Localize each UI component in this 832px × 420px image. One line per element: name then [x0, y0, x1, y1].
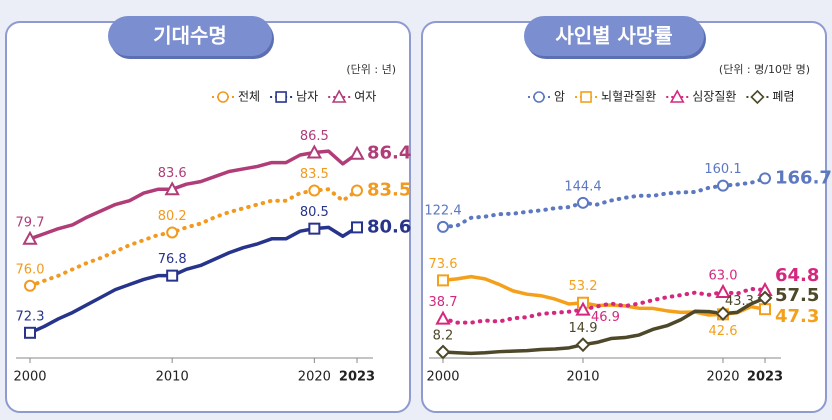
value-label: 122.4	[424, 203, 461, 218]
value-label: 79.7	[16, 215, 45, 230]
legend-marker	[580, 91, 592, 103]
value-label: 80.5	[300, 205, 329, 220]
legend-marker	[669, 89, 685, 103]
value-label: 63.0	[709, 268, 738, 283]
marker	[435, 344, 451, 360]
value-label: 83.5	[300, 167, 329, 182]
marker	[437, 274, 449, 287]
value-label: 144.4	[564, 179, 601, 194]
legend-label: 여자	[354, 90, 376, 104]
marker	[577, 196, 589, 209]
marker	[351, 221, 363, 234]
unit-label: (단위 : 년)	[346, 63, 396, 76]
x-tick-label: 2023	[339, 370, 375, 385]
legend-label: 암	[554, 90, 565, 104]
end-value-label: 47.3	[775, 306, 819, 327]
legend-item: 암	[528, 90, 565, 104]
legend-marker	[217, 91, 229, 103]
value-label: 86.5	[300, 129, 329, 144]
marker	[715, 306, 731, 321]
value-label: 38.7	[429, 295, 458, 310]
legend-label: 폐렴	[772, 90, 794, 104]
x-tick-label: 2010	[156, 370, 189, 385]
marker	[715, 283, 731, 298]
marker	[437, 220, 449, 233]
legend-marker	[275, 91, 287, 103]
marker	[575, 337, 591, 353]
marker	[24, 279, 36, 292]
end-value-label: 83.5	[367, 180, 411, 201]
legend-label: 남자	[296, 90, 318, 104]
x-tick-label: 2010	[566, 370, 599, 385]
marker	[164, 181, 180, 196]
marker	[308, 222, 321, 235]
value-label: 43.3	[725, 294, 754, 309]
legend-item: 여자	[328, 89, 376, 104]
series-line	[28, 225, 359, 335]
marker	[759, 172, 771, 185]
end-value-label: 86.4	[367, 143, 411, 164]
legend-item: 심장질환	[666, 89, 736, 104]
legend-marker	[750, 89, 765, 105]
marker	[24, 326, 36, 339]
value-label: 8.2	[433, 329, 454, 344]
marker	[349, 145, 365, 160]
end-value-label: 166.7	[775, 167, 832, 188]
title-tab	[108, 16, 272, 56]
title-tab	[524, 16, 704, 56]
value-label: 72.3	[16, 309, 45, 324]
marker	[306, 144, 323, 159]
value-label: 46.9	[591, 310, 620, 325]
series-line	[441, 286, 767, 325]
end-value-label: 80.6	[367, 216, 411, 237]
legend-item: 남자	[270, 90, 318, 104]
x-tick-label: 2020	[706, 370, 739, 385]
chart-title: 기대수명	[153, 24, 227, 48]
x-tick-label: 2020	[298, 370, 331, 385]
legend-item: 폐렴	[746, 89, 795, 105]
legend-item: 뇌혈관질환	[575, 90, 656, 104]
marker	[717, 179, 729, 192]
value-label: 76.8	[158, 252, 187, 267]
legend-item: 전체	[212, 90, 260, 104]
marker	[757, 290, 773, 306]
unit-label: (단위 : 명/10만 명)	[719, 63, 810, 76]
series-line	[28, 187, 359, 288]
marker	[166, 269, 179, 282]
value-label: 76.0	[16, 262, 45, 277]
end-value-label: 64.8	[775, 265, 819, 286]
value-label: 80.2	[158, 209, 187, 224]
chart-title: 사인별 사망률	[555, 24, 672, 48]
value-label: 42.6	[709, 324, 738, 339]
legend-marker	[331, 89, 347, 103]
marker	[575, 301, 591, 316]
value-label: 160.1	[704, 162, 741, 177]
series-line	[441, 296, 767, 356]
legend-label: 심장질환	[692, 90, 736, 104]
x-tick-label: 2000	[13, 370, 46, 385]
marker	[759, 303, 771, 316]
legend-label: 뇌혈관질환	[601, 90, 656, 104]
marker	[22, 230, 38, 245]
marker	[308, 184, 321, 197]
series-line	[441, 176, 767, 229]
value-label: 14.9	[569, 321, 598, 336]
marker	[351, 184, 363, 197]
value-label: 83.6	[158, 166, 187, 181]
series-line	[28, 149, 359, 241]
value-label: 73.6	[429, 257, 458, 272]
marker	[166, 226, 179, 239]
legend-label: 전체	[238, 90, 260, 104]
marker	[435, 310, 451, 325]
value-label: 53.2	[569, 279, 598, 294]
end-value-label: 57.5	[775, 285, 819, 306]
panel	[5, 21, 411, 413]
legend-marker	[533, 91, 545, 103]
x-tick-label: 2023	[747, 370, 783, 385]
x-tick-label: 2000	[426, 370, 459, 385]
